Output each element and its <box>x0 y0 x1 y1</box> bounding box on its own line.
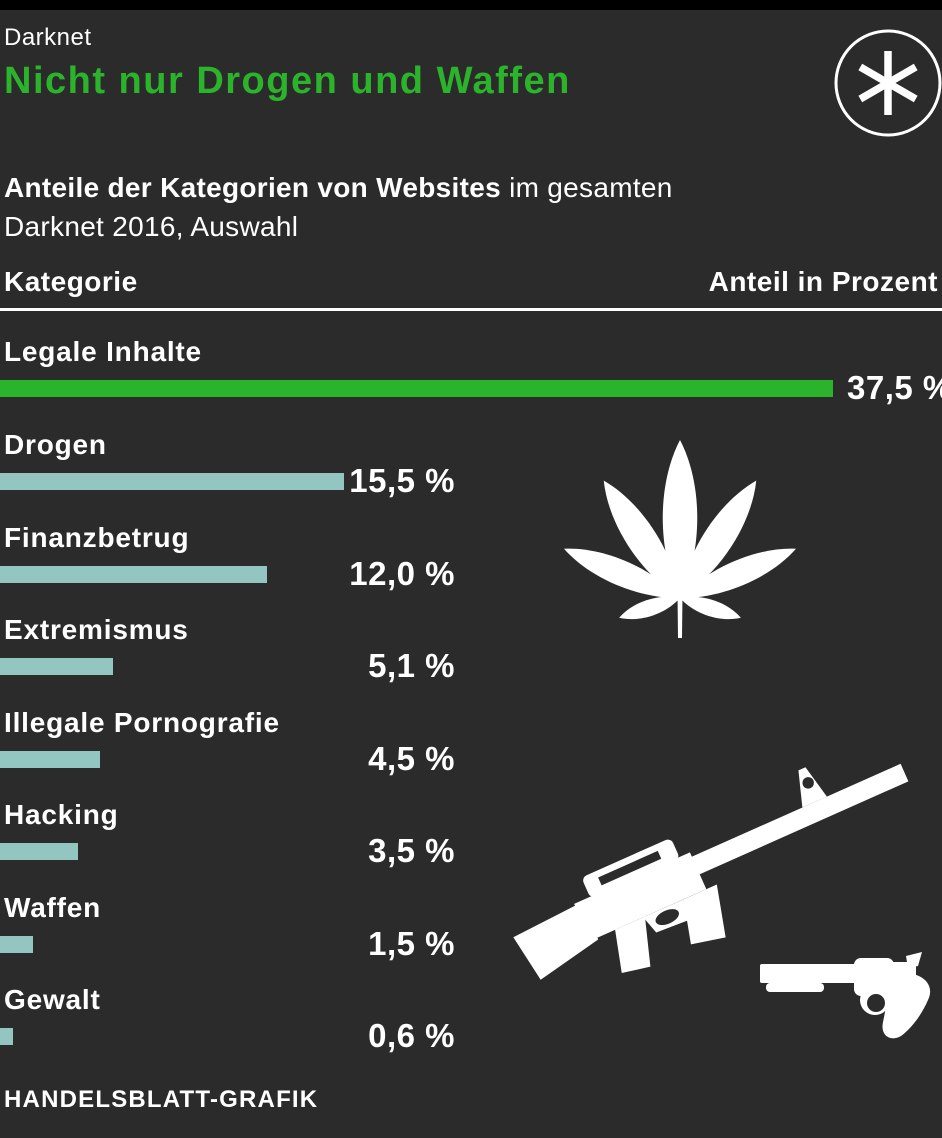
category-label: Waffen <box>4 892 102 923</box>
assault-rifle-icon <box>513 763 909 980</box>
category-bar <box>0 936 33 953</box>
cannabis-leaf-icon <box>564 440 796 638</box>
chart-row: Extremismus 5,1 % <box>0 614 942 707</box>
header-divider-line <box>0 308 942 311</box>
chart-row: Drogen 15,5 % <box>0 429 942 522</box>
category-label: Hacking <box>4 799 119 830</box>
category-label: Illegale Pornografie <box>4 707 280 738</box>
column-header-anteil: Anteil in Prozent <box>708 266 938 297</box>
category-bar <box>0 658 113 675</box>
category-label: Finanzbetrug <box>4 522 190 553</box>
chart-row: Finanzbetrug 12,0 % <box>0 522 942 615</box>
kicker: Darknet <box>4 24 92 51</box>
category-value: 0,6 % <box>368 1017 455 1054</box>
source-credit: HANDELSBLATT-GRAFIK <box>4 1086 319 1113</box>
category-bar <box>0 473 344 490</box>
category-label: Drogen <box>4 429 107 460</box>
category-bar <box>0 1028 13 1045</box>
category-bar <box>0 380 833 397</box>
category-bar <box>0 566 267 583</box>
page-title: Nicht nur Drogen und Waffen <box>4 60 571 102</box>
subtitle-tail: im gesamten <box>501 172 673 203</box>
category-value: 12,0 % <box>349 555 455 592</box>
asterisk-logo-icon <box>834 29 942 137</box>
chart-row: Illegale Pornografie 4,5 % <box>0 707 942 800</box>
category-value: 1,5 % <box>368 925 455 962</box>
chart-row: Hacking 3,5 % <box>0 799 942 892</box>
chart-subtitle: Anteile der Kategorien von Websites im g… <box>4 168 864 246</box>
chart-row: Gewalt 0,6 % <box>0 984 942 1077</box>
category-value: 4,5 % <box>368 740 455 777</box>
top-black-strip <box>0 0 942 10</box>
category-label: Extremismus <box>4 614 189 645</box>
category-value: 37,5 % <box>847 369 942 406</box>
category-value: 15,5 % <box>349 462 455 499</box>
column-header-kategorie: Kategorie <box>4 266 138 297</box>
chart-row: Legale Inhalte 37,5 % <box>0 336 942 429</box>
category-bar <box>0 843 78 860</box>
category-value: 5,1 % <box>368 647 455 684</box>
category-label: Legale Inhalte <box>4 336 202 367</box>
subtitle-line2: Darknet 2016, Auswahl <box>4 211 299 242</box>
category-bar <box>0 751 100 768</box>
category-value: 3,5 % <box>368 832 455 869</box>
revolver-icon <box>760 952 931 1039</box>
chart-row: Waffen 1,5 % <box>0 892 942 985</box>
category-label: Gewalt <box>4 984 101 1015</box>
subtitle-bold: Anteile der Kategorien von Websites <box>4 172 501 203</box>
